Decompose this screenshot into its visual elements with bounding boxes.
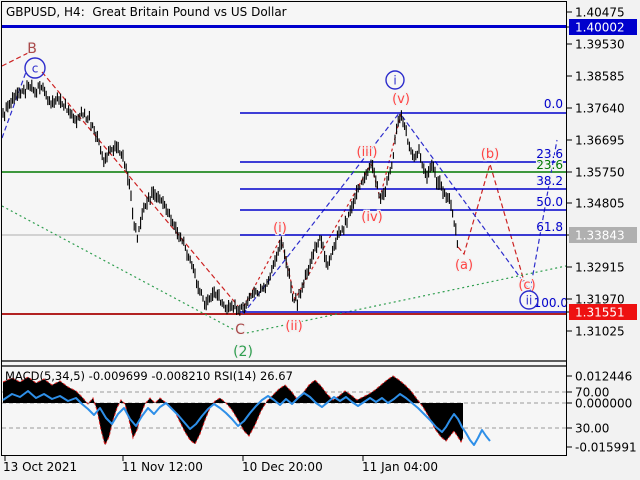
macd-axis-label: 0.000000 — [575, 397, 632, 411]
fib-level-label-100.0: 100.0 — [534, 296, 568, 310]
wave-circle-c — [24, 57, 46, 79]
wave-circle-label-c: c — [32, 62, 39, 76]
price-axis-label-highlighted: 1.33843 — [575, 229, 625, 243]
macd-panel-background — [2, 366, 566, 455]
channel-green-down — [1, 205, 243, 335]
price-axis-label: 1.35750 — [575, 166, 625, 180]
date-tick-label: 13 Oct 2021 — [3, 460, 77, 474]
macd-axis-label: -0.015991 — [575, 441, 637, 455]
trend-C-to-peak — [242, 111, 401, 315]
window-border — [1, 1, 567, 456]
trend-B-to-C — [41, 71, 239, 307]
wave-circle-i — [385, 70, 405, 90]
price-axis-label: 1.31970 — [575, 293, 625, 307]
channel-green-up — [241, 265, 567, 335]
price-axis-label-highlighted: 1.40002 — [575, 21, 625, 35]
wave-circle-label-ii: ii — [526, 294, 533, 308]
decline-blue — [401, 115, 531, 292]
date-tick-label: 10 Dec 20:00 — [242, 460, 323, 474]
rsi-line-blue — [2, 390, 491, 446]
wave-circle-label-i: i — [393, 74, 396, 88]
fib-level-label-23.6: 23.6 — [536, 147, 563, 161]
macd-signal-line-red — [2, 375, 464, 447]
macd-axis-label: 30.00 — [575, 422, 609, 436]
price-axis-highlight — [569, 19, 637, 35]
date-tick-label: 11 Jan 04:00 — [362, 460, 438, 474]
fib-level-label-0.0: 0.0 — [544, 97, 563, 111]
macd-indicator-label: MACD(5,34,5) -0.009699 -0.008210 RSI(14)… — [5, 369, 293, 383]
fib-green-label-23.6: 23.6 — [536, 158, 563, 172]
price-axis-label: 1.39530 — [575, 38, 625, 52]
fib-level-label-50.0: 50.0 — [536, 195, 563, 209]
projection-abc-red — [457, 161, 525, 282]
price-axis-label: 1.38585 — [575, 70, 625, 84]
wave-label-ii: (ii) — [285, 319, 302, 334]
fib-level-label-61.8: 61.8 — [536, 220, 563, 234]
price-axis-label: 1.36695 — [575, 134, 625, 148]
trend-into-B — [1, 51, 31, 67]
date-tick-label: 11 Nov 12:00 — [122, 460, 203, 474]
wave-circle-ii — [519, 290, 539, 310]
price-axis-label: 1.31025 — [575, 325, 625, 339]
price-axis-label: 1.32915 — [575, 261, 625, 275]
chart-title: GBPUSD, H4: Great Britain Pound vs US Do… — [6, 5, 287, 19]
wave-label-i: (i) — [273, 221, 287, 236]
wave-label-c: (c) — [518, 278, 535, 293]
price-axis-label: 1.40475 — [575, 6, 625, 20]
price-axis-label: 1.34805 — [575, 197, 625, 211]
projection-iii-blue — [529, 139, 558, 292]
candlestick-series — [2, 79, 458, 316]
price-axis-label: 1.37640 — [575, 102, 625, 116]
trend-into-c-blue — [1, 71, 27, 139]
wave-label-b: (b) — [481, 147, 499, 162]
impulse-zigzag-red — [243, 113, 402, 307]
price-axis-label-highlighted: 1.31551 — [575, 306, 625, 320]
price-axis-highlight — [569, 304, 637, 320]
macd-axis-label: 70.00 — [575, 386, 609, 400]
wave-label-iv: (iv) — [361, 210, 382, 225]
wave-label-2: (2) — [233, 344, 253, 360]
wave-label-C: C — [235, 322, 245, 338]
wave-label-B: B — [27, 41, 37, 57]
wave-label-iii: (iii) — [357, 145, 378, 160]
fib-level-label-38.2: 38.2 — [536, 174, 563, 188]
price-axis-highlight — [569, 227, 637, 243]
wave-label-v: (v) — [392, 92, 410, 107]
wave-label-a: (a) — [455, 258, 473, 273]
macd-axis-label: 0.012446 — [575, 370, 632, 384]
